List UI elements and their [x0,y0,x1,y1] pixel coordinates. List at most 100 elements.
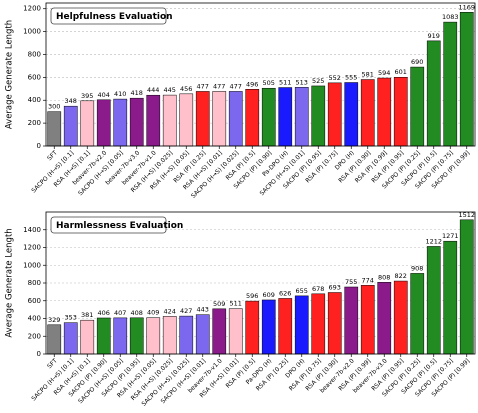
value-label: 609 [263,291,275,299]
value-label: 424 [164,307,176,315]
value-label: 511 [279,79,291,87]
bar [146,317,161,355]
bar [228,91,243,147]
chart-title: Harmlessness Evaluation [56,221,183,231]
value-label: 410 [114,90,126,98]
bar [327,82,342,147]
value-label: 919 [428,32,440,40]
value-label: 678 [312,285,324,293]
title-box [50,216,167,234]
bar [278,87,293,147]
value-label: 1169 [458,3,475,11]
value-label: 594 [378,69,390,77]
value-label: 477 [230,82,242,90]
bar [311,85,326,147]
bar [294,87,309,147]
y-tick-label: 800 [28,279,41,287]
value-label: 505 [263,79,275,87]
bar [162,316,177,355]
bar [459,12,474,147]
bar [410,273,425,355]
value-label: 690 [411,58,423,66]
bar [80,100,95,147]
value-label: 509 [213,300,225,308]
bar [96,99,111,147]
chart-title: Helpfulness Evaluation [56,12,173,22]
value-label: 444 [147,86,159,94]
bar [327,292,342,355]
y-tick-label: 200 [28,119,41,127]
y-tick-label: 1000 [23,261,41,269]
y-axis-label: Average Generate Length [5,228,15,337]
value-label: 693 [329,283,341,291]
value-label: 329 [48,316,60,324]
bar [410,66,425,147]
bar [63,105,78,147]
value-label: 300 [48,103,60,111]
bar [195,314,210,355]
value-label: 409 [147,309,159,317]
y-tick-label: 600 [28,297,41,305]
value-label: 525 [312,77,324,85]
bar [311,293,326,355]
value-label: 395 [81,92,93,100]
bar [377,77,392,147]
value-label: 443 [197,306,209,314]
value-label: 477 [213,82,225,90]
bar [393,76,408,147]
bar [443,240,458,355]
y-tick-label: 600 [28,73,41,81]
value-label: 513 [296,78,308,86]
value-label: 445 [164,86,176,94]
bar [360,79,375,147]
value-label: 808 [378,273,390,281]
bar [47,111,62,147]
value-label: 353 [65,314,77,322]
value-label: 822 [395,272,407,280]
value-label: 418 [131,89,143,97]
bar [261,299,276,355]
value-label: 755 [345,278,357,286]
value-label: 581 [362,71,374,79]
bar [162,94,177,147]
y-tick-label: 1000 [23,28,41,36]
value-label: 456 [180,85,192,93]
bar [47,324,62,355]
bar [344,82,359,147]
bar [80,319,95,355]
value-label: 496 [246,80,258,88]
bar [63,322,78,355]
y-tick-label: 0 [37,142,41,150]
value-label: 655 [296,287,308,295]
x-tick-label: SFT [46,357,59,370]
axes-frame [45,2,476,147]
bar [212,308,227,355]
bar [426,246,441,355]
bar [179,315,194,355]
value-label: 1512 [458,211,475,219]
bar [426,40,441,147]
value-label: 404 [98,91,110,99]
value-label: 555 [345,74,357,82]
bar [459,219,474,355]
y-tick-label: 0 [37,350,41,358]
bar [393,280,408,355]
value-label: 1212 [425,237,442,245]
bar [245,89,260,147]
y-tick-label: 200 [28,332,41,340]
value-label: 552 [329,74,341,82]
bar [113,317,128,355]
axes-frame [45,211,476,355]
value-label: 511 [230,300,242,308]
x-tick-label: SFT [46,149,59,162]
bar [96,317,111,355]
bar [377,282,392,355]
bar [129,317,144,355]
value-label: 381 [81,311,93,319]
bar [294,295,309,355]
bar [443,21,458,147]
y-tick-label: 400 [28,96,41,104]
value-label: 774 [362,276,374,284]
value-label: 406 [98,309,110,317]
